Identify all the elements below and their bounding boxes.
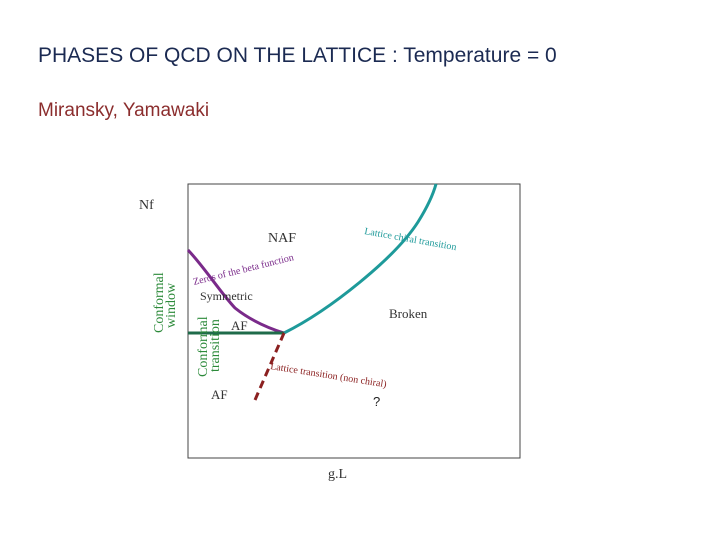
lattice-nonchiral-label: Lattice transition (non chiral)	[270, 361, 388, 390]
region-broken: Broken	[389, 306, 428, 321]
conformal-window-label-1: Conformal	[152, 272, 167, 333]
conformal-transition-label-1: Conformal	[196, 316, 211, 377]
x-axis-label: g.L	[328, 467, 347, 482]
unknown-marker: ?	[373, 394, 380, 409]
region-symmetric: Symmetric	[200, 289, 253, 303]
conformal-transition-label-2: transition	[208, 319, 223, 372]
lattice-chiral-curve	[283, 183, 438, 335]
beta-zeros-curve	[186, 248, 285, 335]
conformal-window-label-2: window	[164, 282, 179, 328]
y-axis-label: Nf	[139, 198, 154, 213]
region-af-upper: AF	[231, 318, 248, 333]
slide-subtitle: Miransky, Yamawaki	[38, 100, 210, 121]
diagram-frame	[187, 183, 521, 459]
beta-zeros-label: Zeros of the beta function	[192, 252, 295, 288]
slide-title: PHASES OF QCD ON THE LATTICE : Temperatu…	[38, 44, 557, 67]
region-naf: NAF	[268, 231, 296, 246]
region-af-lower: AF	[211, 387, 228, 402]
lattice-chiral-label: Lattice chiral transition	[363, 226, 457, 253]
